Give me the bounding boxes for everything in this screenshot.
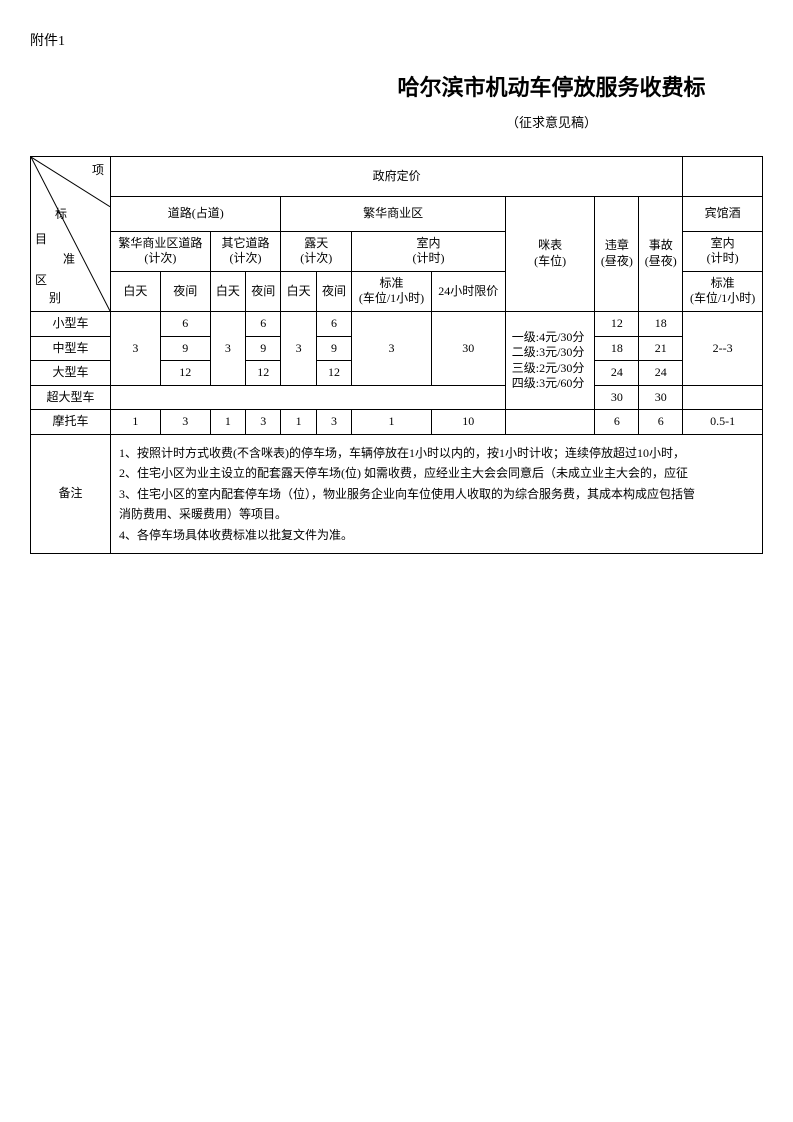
- cell: 9: [160, 336, 210, 361]
- row-small: 小型车 3 6 3 6 3 6 3 30 一级:4元/30分 二级:3元/30分…: [31, 312, 763, 337]
- page-title: 哈尔滨市机动车停放服务收费标: [340, 70, 763, 102]
- note-4: 4、各停车场具体收费标准以批复文件为准。: [119, 525, 754, 545]
- note-3: 3、住宅小区的室内配套停车场（位），物业服务企业向车位使用人收取的为综合服务费，…: [119, 484, 754, 504]
- header-day1: 白天: [111, 271, 161, 311]
- header-other-road: 其它道路 (计次): [210, 231, 281, 271]
- cell: 3: [246, 410, 281, 435]
- diag-top: 项: [92, 163, 104, 179]
- row-xlarge: 超大型车 30 30: [31, 385, 763, 410]
- cell: 6: [639, 410, 683, 435]
- note-3b: 消防费用、采暖费用）等项目。: [119, 504, 754, 524]
- cell: 21: [639, 336, 683, 361]
- diag-bot1: 区: [35, 273, 47, 289]
- cell: 1: [281, 410, 316, 435]
- cell: 9: [316, 336, 351, 361]
- cell: 9: [246, 336, 281, 361]
- header-busy-zone: 繁华商业区: [281, 197, 505, 232]
- cell: 12: [246, 361, 281, 386]
- page-subtitle: （征求意见稿）: [340, 112, 763, 131]
- diag-mid3: 准: [63, 252, 75, 268]
- header-indoor: 室内 (计时): [352, 231, 506, 271]
- cell: 12: [160, 361, 210, 386]
- header-busy-road: 繁华商业区道路 (计次): [111, 231, 211, 271]
- cell: 3: [210, 312, 245, 386]
- cell: 18: [639, 312, 683, 337]
- header-day3: 白天: [281, 271, 316, 311]
- header-indoor2: 室内 (计时): [683, 231, 763, 271]
- cell-label: 大型车: [31, 361, 111, 386]
- cell-label: 备注: [31, 434, 111, 553]
- cell: 1: [352, 410, 432, 435]
- cell: 3: [352, 312, 432, 386]
- header-hotel-group: [683, 157, 763, 197]
- cell: 1: [111, 410, 161, 435]
- cell: 18: [595, 336, 639, 361]
- diag-mid2: 目: [35, 232, 47, 248]
- header-night3: 夜间: [316, 271, 351, 311]
- header-night2: 夜间: [246, 271, 281, 311]
- header-accident: 事故 (昼夜): [639, 197, 683, 312]
- cell: 6: [316, 312, 351, 337]
- cell: 3: [281, 312, 316, 386]
- diagonal-header: 项 标 目 准 区 别: [31, 157, 111, 312]
- cell: 24: [595, 361, 639, 386]
- cell: 12: [316, 361, 351, 386]
- cell: 3: [316, 410, 351, 435]
- row-moto: 摩托车 1 3 1 3 1 3 1 10 6 6 0.5-1: [31, 410, 763, 435]
- cell: 24: [639, 361, 683, 386]
- cell: 30: [431, 312, 505, 386]
- header-hotel: 宾馆酒: [683, 197, 763, 232]
- cell: 3: [160, 410, 210, 435]
- cell-empty: [683, 385, 763, 410]
- cell: 6: [595, 410, 639, 435]
- cell: 6: [246, 312, 281, 337]
- cell: 2--3: [683, 312, 763, 386]
- cell-empty: [111, 385, 506, 410]
- header-standard: 标准 (车位/1小时): [352, 271, 432, 311]
- header-standard2: 标准 (车位/1小时): [683, 271, 763, 311]
- diag-bot2: 别: [49, 291, 61, 307]
- cell-label: 超大型车: [31, 385, 111, 410]
- header-meter: 咪表 (车位): [505, 197, 595, 312]
- header-outdoor: 露天 (计次): [281, 231, 352, 271]
- header-road: 道路(占道): [111, 197, 281, 232]
- cell: 3: [111, 312, 161, 386]
- cell: 0.5-1: [683, 410, 763, 435]
- cell-label: 中型车: [31, 336, 111, 361]
- cell-meter: 一级:4元/30分 二级:3元/30分 三级:2元/30分 四级:3元/60分: [505, 312, 595, 410]
- note-2: 2、住宅小区为业主设立的配套露天停车场(位) 如需收费，应经业主大会会同意后（未…: [119, 463, 754, 483]
- cell-empty: [505, 410, 595, 435]
- cell: 6: [160, 312, 210, 337]
- header-day2: 白天: [210, 271, 245, 311]
- cell-label: 摩托车: [31, 410, 111, 435]
- header-24hlimit: 24小时限价: [431, 271, 505, 311]
- fee-table: 项 标 目 准 区 别 政府定价 道路(占道) 繁华商业区 咪表 (车位) 违章…: [30, 156, 763, 554]
- cell: 1: [210, 410, 245, 435]
- cell: 30: [595, 385, 639, 410]
- note-1: 1、按照计时方式收费(不含咪表)的停车场，车辆停放在1小时以内的，按1小时计收；…: [119, 443, 754, 463]
- header-gov-pricing: 政府定价: [111, 157, 683, 197]
- cell-label: 小型车: [31, 312, 111, 337]
- cell: 12: [595, 312, 639, 337]
- row-remark: 备注 1、按照计时方式收费(不含咪表)的停车场，车辆停放在1小时以内的，按1小时…: [31, 434, 763, 553]
- diag-mid1: 标: [55, 207, 67, 223]
- attachment-label: 附件1: [30, 30, 763, 50]
- cell: 30: [639, 385, 683, 410]
- cell: 10: [431, 410, 505, 435]
- header-violation: 违章 (昼夜): [595, 197, 639, 312]
- notes-cell: 1、按照计时方式收费(不含咪表)的停车场，车辆停放在1小时以内的，按1小时计收；…: [111, 434, 763, 553]
- header-night1: 夜间: [160, 271, 210, 311]
